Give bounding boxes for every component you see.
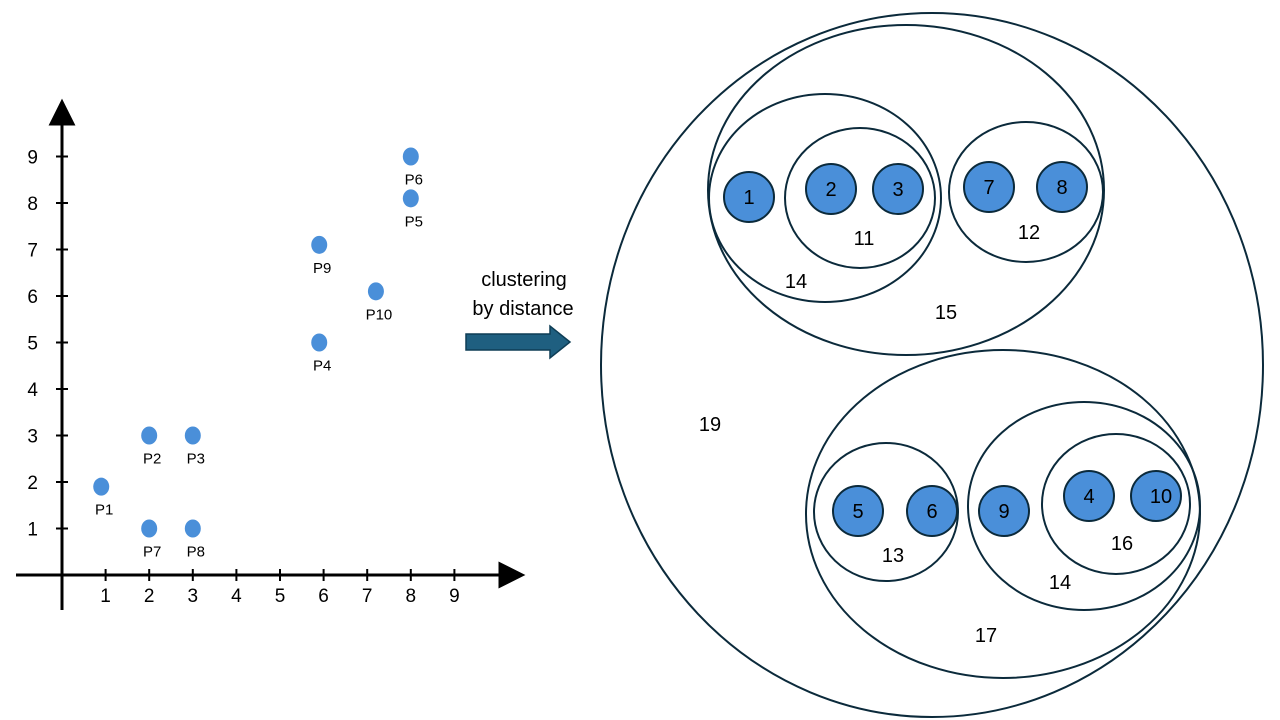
cluster-label-14-bottom: 14	[1049, 572, 1071, 594]
point-label-p4: P4	[313, 358, 331, 375]
data-point-p8	[184, 519, 201, 538]
arrow-caption-line1: clustering	[481, 269, 567, 291]
x-tick-label: 5	[275, 586, 286, 607]
node-3: 3	[872, 163, 924, 215]
data-points: P1 P2 P3 P4 P5 P6 P7 P8 P9 P10	[93, 147, 423, 561]
x-tick-label: 9	[449, 586, 460, 607]
point-label-p1: P1	[95, 502, 113, 519]
data-point-p6	[402, 147, 419, 166]
data-point-p7	[141, 519, 158, 538]
cluster-14-bottom	[967, 401, 1201, 611]
data-point-p9	[311, 235, 328, 254]
svg-text:6: 6	[926, 501, 937, 523]
svg-text:10: 10	[1150, 486, 1172, 508]
y-tick-label: 6	[27, 287, 38, 308]
cluster-15	[707, 24, 1105, 356]
data-point-p2	[141, 426, 158, 445]
svg-text:7: 7	[983, 177, 994, 199]
point-label-p5: P5	[405, 213, 423, 230]
cluster-diagram: 1 2 3 7 8 5 6 9	[600, 12, 1264, 718]
cluster-12	[948, 121, 1104, 263]
svg-text:2: 2	[825, 179, 836, 201]
y-tick-label: 3	[27, 427, 38, 448]
cluster-16	[1041, 433, 1191, 575]
cluster-label-17: 17	[975, 625, 997, 647]
svg-text:1: 1	[743, 187, 754, 209]
cluster-13	[813, 442, 959, 582]
svg-text:5: 5	[852, 501, 863, 523]
y-tick-label: 4	[27, 380, 38, 401]
node-5: 5	[832, 485, 884, 537]
cluster-11	[784, 127, 936, 269]
cluster-label-12: 12	[1018, 222, 1040, 244]
x-tick-label: 1	[100, 586, 111, 607]
node-8: 8	[1036, 161, 1088, 213]
data-point-p4	[311, 333, 328, 352]
node-1: 1	[723, 171, 775, 223]
y-tick-label: 9	[27, 148, 38, 169]
node-4: 4	[1063, 470, 1115, 522]
cluster-14-top	[708, 93, 942, 303]
data-point-p5	[402, 189, 419, 208]
x-tick-label: 4	[231, 586, 242, 607]
clustering-arrow: clustering by distance	[465, 269, 574, 360]
cluster-label-11: 11	[854, 228, 875, 250]
cluster-label-13: 13	[882, 545, 904, 567]
x-tick-label: 7	[362, 586, 373, 607]
point-label-p2: P2	[143, 451, 161, 468]
x-tick-label: 8	[406, 586, 417, 607]
point-label-p6: P6	[405, 172, 423, 189]
cluster-19	[600, 12, 1264, 718]
y-tick-label: 5	[27, 334, 38, 355]
point-label-p7: P7	[143, 544, 161, 561]
svg-text:8: 8	[1056, 177, 1067, 199]
node-10: 10	[1130, 470, 1182, 522]
node-7: 7	[963, 161, 1015, 213]
arrow-caption-line2: by distance	[472, 298, 573, 320]
cluster-label-16: 16	[1111, 533, 1133, 555]
point-label-p9: P9	[313, 260, 331, 277]
point-label-p10: P10	[366, 306, 393, 323]
cluster-label-14-top: 14	[785, 271, 807, 293]
data-point-p10	[367, 282, 384, 301]
y-tick-label: 2	[27, 473, 38, 494]
x-tick-label: 3	[188, 586, 199, 607]
svg-text:3: 3	[892, 179, 903, 201]
x-axis-ticks: 1 2 3 4 5 6 7 8 9	[100, 569, 460, 607]
node-9: 9	[978, 485, 1030, 537]
x-tick-label: 2	[144, 586, 155, 607]
data-point-p3	[184, 426, 201, 445]
cluster-label-15: 15	[935, 302, 957, 324]
y-tick-label: 8	[27, 194, 38, 215]
data-point-p1	[93, 477, 110, 496]
point-label-p3: P3	[187, 451, 205, 468]
y-tick-label: 7	[27, 241, 38, 262]
x-tick-label: 6	[318, 586, 329, 607]
cluster-label-19: 19	[699, 414, 721, 436]
svg-text:4: 4	[1083, 486, 1094, 508]
node-2: 2	[805, 163, 857, 215]
node-6: 6	[906, 485, 958, 537]
point-label-p8: P8	[187, 544, 205, 561]
y-axis-ticks: 1 2 3 4 5 6 7 8 9	[27, 148, 68, 541]
right-arrow-icon	[465, 324, 572, 360]
svg-text:9: 9	[998, 501, 1009, 523]
y-tick-label: 1	[27, 520, 38, 541]
